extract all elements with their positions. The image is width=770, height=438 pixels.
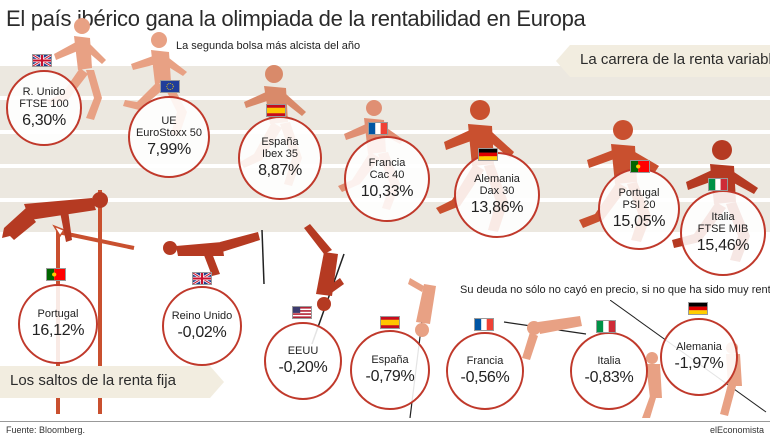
uk-flag-icon bbox=[32, 54, 52, 67]
return-value: -0,56% bbox=[460, 369, 510, 386]
index-name: FTSE 100 bbox=[19, 98, 69, 110]
bond-bubble-usa: EEUU -0,20% bbox=[264, 322, 342, 400]
return-value: 7,99% bbox=[147, 141, 191, 158]
market-name: Francia bbox=[368, 157, 406, 169]
bond-bubble-portugal: Portugal 16,12% bbox=[18, 284, 98, 364]
page-title: El país ibérico gana la olimpiada de la … bbox=[6, 6, 586, 31]
equity-banner: La carrera de la renta variable bbox=[570, 45, 770, 77]
equity-bubble-spain: España Ibex 35 8,87% bbox=[238, 116, 322, 200]
country-name: Alemania bbox=[676, 341, 722, 353]
bond-bubble-uk: Reino Unido -0,02% bbox=[162, 286, 242, 366]
eu-flag-icon bbox=[160, 80, 180, 93]
equity-bubble-portugal: Portugal PSI 20 15,05% bbox=[598, 168, 680, 250]
return-value: 13,86% bbox=[470, 199, 524, 216]
germany-flag-icon bbox=[478, 148, 498, 161]
return-value: 15,46% bbox=[696, 237, 750, 254]
bond-banner: Los saltos de la renta fija bbox=[0, 366, 210, 398]
portugal-flag-icon bbox=[46, 268, 66, 281]
bond-bubble-germany: Alemania -1,97% bbox=[660, 318, 738, 396]
index-name: EuroStoxx 50 bbox=[135, 127, 203, 139]
bond-bubble-france: Francia -0,56% bbox=[446, 332, 524, 410]
bond-bubble-spain: España -0,79% bbox=[350, 330, 430, 410]
france-flag-icon bbox=[474, 318, 494, 331]
market-name: Italia bbox=[711, 211, 735, 223]
return-value: 15,05% bbox=[612, 213, 666, 230]
index-name: Ibex 35 bbox=[261, 148, 299, 160]
banner-arrow bbox=[556, 45, 570, 77]
index-name: PSI 20 bbox=[622, 199, 656, 211]
country-name: Portugal bbox=[37, 308, 79, 320]
return-value: 8,87% bbox=[258, 162, 302, 179]
return-value: -0,83% bbox=[584, 369, 634, 386]
index-name: FTSE MIB bbox=[697, 223, 749, 235]
usa-flag-icon bbox=[292, 306, 312, 319]
banner-arrow bbox=[210, 366, 224, 398]
footer-divider bbox=[0, 421, 770, 422]
italy-flag-icon bbox=[708, 178, 728, 191]
pole-vaulter-illustration bbox=[503, 316, 587, 360]
index-name: Cac 40 bbox=[369, 169, 405, 181]
country-name: Italia bbox=[597, 355, 621, 367]
market-name: Portugal bbox=[618, 187, 660, 199]
spain-flag-icon bbox=[380, 316, 400, 329]
source-note: Fuente: Bloomberg. bbox=[6, 425, 86, 435]
return-value: -1,97% bbox=[674, 355, 724, 372]
page-subtitle: La segunda bolsa más alcista del año bbox=[176, 40, 361, 52]
equity-bubble-uk: R. Unido FTSE 100 6,30% bbox=[6, 70, 82, 146]
market-name: Alemania bbox=[474, 173, 520, 185]
index-name: Dax 30 bbox=[479, 185, 515, 197]
country-name: España bbox=[371, 354, 409, 366]
country-name: Reino Unido bbox=[171, 310, 233, 322]
market-name: UE bbox=[161, 115, 177, 127]
country-name: Francia bbox=[466, 355, 504, 367]
return-value: -0,20% bbox=[278, 359, 328, 376]
equity-bubble-italy: Italia FTSE MIB 15,46% bbox=[680, 190, 766, 276]
country-name: EEUU bbox=[287, 345, 319, 357]
italy-flag-icon bbox=[596, 320, 616, 333]
france-flag-icon bbox=[368, 122, 388, 135]
equity-bubble-eu: UE EuroStoxx 50 7,99% bbox=[128, 96, 210, 178]
portugal-flag-icon bbox=[630, 160, 650, 173]
germany-flag-icon bbox=[688, 302, 708, 315]
bond-bubble-italy: Italia -0,83% bbox=[570, 332, 648, 410]
spain-flag-icon bbox=[266, 104, 286, 117]
equity-bubble-germany: Alemania Dax 30 13,86% bbox=[454, 152, 540, 238]
return-value: -0,02% bbox=[177, 324, 227, 341]
pole-vaulter-illustration bbox=[163, 229, 265, 284]
return-value: 16,12% bbox=[31, 322, 85, 339]
uk-flag-icon bbox=[192, 272, 212, 285]
bond-note: Su deuda no sólo no cayó en precio, si n… bbox=[460, 284, 770, 296]
pole-vaulter-illustration bbox=[408, 278, 436, 418]
brand-logo: elEconomista bbox=[709, 425, 764, 435]
equity-bubble-france: Francia Cac 40 10,33% bbox=[344, 136, 430, 222]
return-value: -0,79% bbox=[365, 368, 415, 385]
return-value: 10,33% bbox=[360, 183, 414, 200]
return-value: 6,30% bbox=[22, 112, 66, 129]
market-name: R. Unido bbox=[22, 86, 66, 98]
market-name: España bbox=[261, 136, 299, 148]
